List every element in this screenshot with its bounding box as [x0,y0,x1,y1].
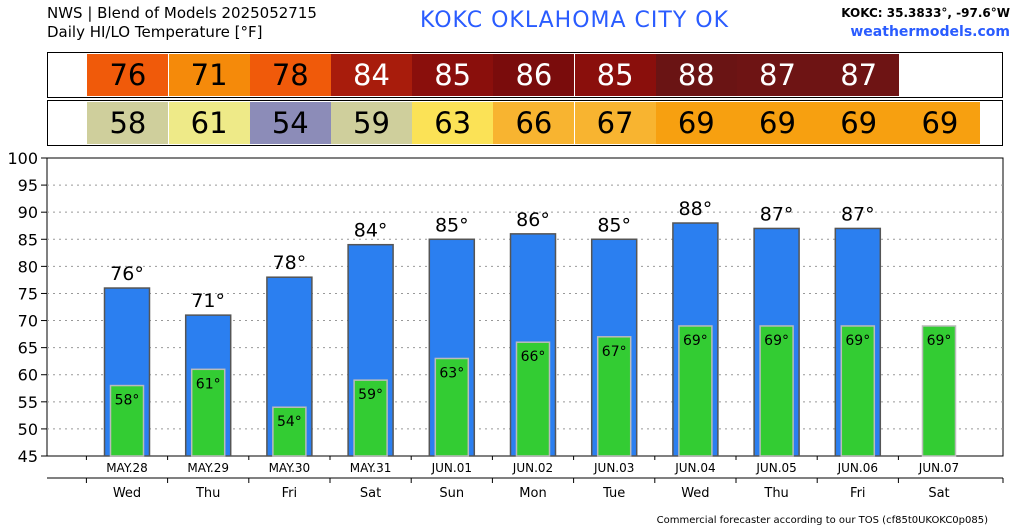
low-temp-cell: 69 [818,102,900,144]
y-tick-label: 80 [18,257,38,276]
low-temp-label: 69° [845,333,870,349]
low-temp-label: 59° [358,387,383,403]
high-temp-cell: 86 [493,54,575,96]
x-date-label: JUN.06 [837,461,878,475]
y-tick-label: 50 [18,420,38,439]
low-temp-bar [353,379,388,457]
x-date-label: JUN.05 [755,461,796,475]
low-temp-bar [759,325,794,457]
high-temp-label: 86° [516,209,550,231]
high-temperature-strip: 76 71 78 84 85 86 85 88 87 87 [47,52,1003,98]
high-temp-label: 87° [841,203,875,225]
chart-source-title: NWS | Blend of Models 2025052715 [47,4,317,22]
y-tick-label: 60 [18,366,38,385]
high-temp-label: 76° [110,263,144,285]
high-temp-cell [899,54,981,96]
low-temp-label: 54° [277,414,302,430]
x-date-label: JUN.07 [918,461,959,475]
x-day-label: Wed [113,486,141,501]
x-date-label: MAY.30 [269,461,311,475]
x-date-label: MAY.31 [350,461,392,475]
low-temp-label: 69° [764,333,789,349]
x-date-label: MAY.29 [187,461,229,475]
high-temp-label: 85° [435,214,469,236]
high-temp-label: 88° [679,198,713,220]
chart-subtitle: Daily HI/LO Temperature [°F] [47,23,263,41]
low-temp-cell: 61 [168,102,250,144]
high-temp-cell: 71 [168,54,250,96]
high-temp-cell: 88 [655,54,737,96]
high-temp-label: 84° [354,220,388,242]
x-day-label: Mon [519,486,546,501]
high-temp-label: 78° [273,252,307,274]
high-temp-cell: 78 [249,54,331,96]
x-day-label: Fri [850,486,866,501]
x-day-label: Sat [360,486,381,501]
high-temp-label: 71° [191,290,225,312]
y-tick-label: 45 [18,447,38,466]
x-day-label: Sun [439,486,464,501]
y-tick-label: 55 [18,393,38,412]
y-tick-label: 65 [18,339,38,358]
x-day-label: Thu [195,486,220,501]
low-temp-label: 63° [439,365,464,381]
low-temp-label: 69° [927,333,952,349]
x-date-label: JUN.04 [674,461,715,475]
high-temp-cell: 87 [737,54,818,96]
low-temp-cell: 58 [87,102,169,144]
low-temp-bar [515,341,551,457]
low-temp-bar [434,357,470,457]
low-temp-cell: 54 [249,102,331,144]
high-temp-label: 87° [760,203,794,225]
y-tick-label: 75 [18,284,38,303]
low-temp-cell: 69 [737,102,818,144]
y-tick-label: 90 [18,203,38,222]
x-day-label: Wed [681,486,709,501]
x-day-label: Tue [602,486,625,501]
y-tick-label: 70 [18,312,38,331]
high-temp-cell: 76 [87,54,169,96]
low-temp-bar [678,325,713,457]
x-date-label: JUN.01 [431,461,472,475]
y-tick-label: 95 [18,176,38,195]
low-temp-bar [272,406,307,457]
low-temp-bar [596,336,632,457]
footer-note: Commercial forecaster according to our T… [656,515,988,526]
low-temp-cell: 66 [493,102,575,144]
site-link[interactable]: weathermodels.com [850,24,1010,40]
low-temp-bar [190,368,226,457]
y-tick-label: 100 [7,149,38,168]
station-title: KOKC OKLAHOMA CITY OK [420,8,730,33]
high-temp-cell: 84 [331,54,412,96]
x-day-label: Thu [763,486,788,501]
x-date-label: JUN.02 [512,461,553,475]
x-day-label: Sat [928,486,949,501]
low-temp-label: 67° [602,344,627,360]
low-temp-bar [109,384,145,457]
low-temp-cell: 59 [331,102,412,144]
low-temp-label: 69° [683,333,708,349]
high-temp-cell: 85 [412,54,494,96]
low-temp-cell: 67 [574,102,656,144]
x-day-label: Fri [282,486,298,501]
low-temp-label: 58° [115,393,140,409]
station-coordinates: KOKC: 35.3833°, -97.6°W [841,6,1010,20]
low-temp-label: 66° [521,349,546,365]
low-temp-bar [840,325,876,457]
low-temp-bar [921,325,957,457]
low-temp-cell: 63 [412,102,494,144]
x-date-label: MAY.28 [106,461,148,475]
low-temp-label: 61° [196,376,221,392]
low-temp-cell: 69 [655,102,737,144]
high-temp-label: 85° [597,214,631,236]
low-temp-cell: 69 [899,102,981,144]
high-temp-cell: 85 [574,54,656,96]
x-date-label: JUN.03 [593,461,634,475]
high-temp-cell: 87 [818,54,900,96]
low-temperature-strip: 58 61 54 59 63 66 67 69 69 69 69 [47,100,1003,146]
y-tick-label: 85 [18,230,38,249]
